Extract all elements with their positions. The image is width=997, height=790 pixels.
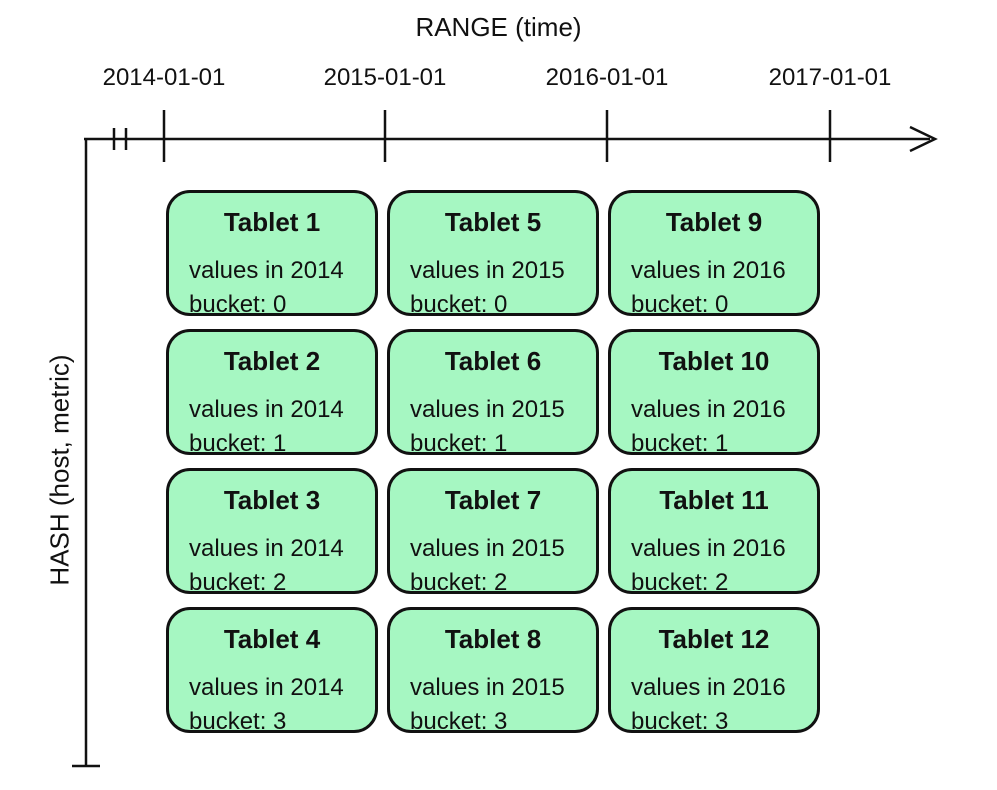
range-tick-label: 2016-01-01: [545, 64, 669, 91]
tablet-box: Tablet 3 values in 2014 bucket: 2: [166, 468, 378, 596]
tablet-values: values in 2015: [410, 535, 565, 562]
tablet-box: Tablet 8 values in 2015 bucket: 3: [387, 607, 599, 735]
range-axis-arrowhead: [909, 125, 938, 153]
hash-axis-title: HASH (host, metric): [44, 354, 75, 586]
tablet-box: Tablet 12 values in 2016 bucket: 3: [608, 607, 820, 735]
tablet-name: Tablet 7: [444, 485, 542, 515]
tablet-box: Tablet 11 values in 2016 bucket: 2: [608, 468, 820, 596]
tablet-bucket: bucket: 3: [189, 708, 287, 735]
tablet-name: Tablet 8: [444, 624, 542, 654]
tablet-values: values in 2016: [631, 257, 786, 284]
tablet-name: Tablet 5: [444, 207, 542, 237]
tablet-values: values in 2015: [410, 257, 565, 284]
tablet-box: Tablet 10 values in 2016 bucket: 1: [608, 329, 820, 457]
range-tick-label: 2017-01-01: [768, 64, 892, 91]
tablet-values: values in 2016: [631, 674, 786, 701]
tablet-values: values in 2014: [189, 396, 344, 423]
tablet-bucket: bucket: 2: [189, 569, 287, 596]
range-axis-title: RANGE (time): [415, 12, 582, 42]
tablet-name: Tablet 2: [223, 346, 321, 376]
range-tick-label: 2014-01-01: [102, 64, 226, 91]
tablet-bucket: bucket: 0: [631, 291, 729, 318]
tablet-bucket: bucket: 2: [631, 569, 729, 596]
tablet-bucket: bucket: 0: [189, 291, 287, 318]
tablet-bucket: bucket: 1: [631, 430, 729, 457]
tablet-values: values in 2015: [410, 674, 565, 701]
tablet-values: values in 2016: [631, 535, 786, 562]
tablet-values: values in 2014: [189, 535, 344, 562]
tablet-box: Tablet 5 values in 2015 bucket: 0: [387, 190, 599, 318]
tablet-name: Tablet 10: [658, 346, 770, 376]
tablet-bucket: bucket: 1: [189, 430, 287, 457]
tablet-bucket: bucket: 3: [410, 708, 508, 735]
tablet-box: Tablet 4 values in 2014 bucket: 3: [166, 607, 378, 735]
range-tick-label: 2015-01-01: [323, 64, 447, 91]
tablet-values: values in 2015: [410, 396, 565, 423]
tablet-name: Tablet 12: [658, 624, 770, 654]
tablet-box: Tablet 7 values in 2015 bucket: 2: [387, 468, 599, 596]
tablet-name: Tablet 3: [223, 485, 321, 515]
tablet-values: values in 2016: [631, 396, 786, 423]
tablet-values: values in 2014: [189, 257, 344, 284]
tablet-name: Tablet 6: [444, 346, 542, 376]
tablet-bucket: bucket: 2: [410, 569, 508, 596]
tablet-box: Tablet 6 values in 2015 bucket: 1: [387, 329, 599, 457]
tablet-bucket: bucket: 0: [410, 291, 508, 318]
tablet-bucket: bucket: 1: [410, 430, 508, 457]
tablet-name: Tablet 9: [665, 207, 763, 237]
tablet-box: Tablet 1 values in 2014 bucket: 0: [166, 190, 378, 318]
tablet-box: Tablet 9 values in 2016 bucket: 0: [608, 190, 820, 318]
tablet-name: Tablet 1: [223, 207, 321, 237]
tablet-name: Tablet 11: [659, 485, 769, 515]
tablet-box: Tablet 2 values in 2014 bucket: 1: [166, 329, 378, 457]
tablet-name: Tablet 4: [223, 624, 321, 654]
tablet-bucket: bucket: 3: [631, 708, 729, 735]
tablet-values: values in 2014: [189, 674, 344, 701]
